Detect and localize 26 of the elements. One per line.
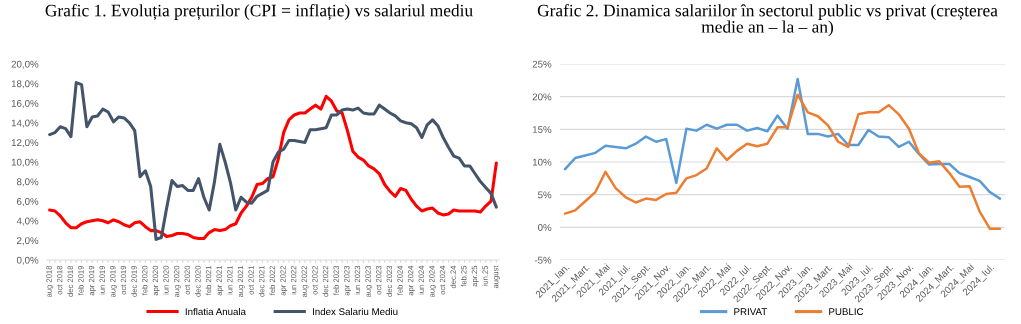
y-tick-label: 0% <box>537 224 552 231</box>
chart-title: Grafic 1. Evoluția prețurilor (CPI = inflație) vs salariul mediu <box>45 4 473 20</box>
line-series <box>563 93 1002 230</box>
legend-label: Inflatia Anuala <box>185 307 246 316</box>
chart-title: Grafic 2. Dinamica salariilor în sectorul public vs privat (creșterea medie an – la – an) <box>537 4 998 37</box>
y-tick-label: 15% <box>532 126 552 133</box>
y-tick-label: -5% <box>534 256 552 264</box>
legend-label: PUBLIC <box>829 308 864 316</box>
y-tick-label: 10,0% <box>11 158 39 167</box>
legend-label: Index Salariu Mediu <box>313 307 398 316</box>
y-tick-label: 14,0% <box>11 119 39 128</box>
y-tick-label: 2,0% <box>17 237 39 246</box>
y-tick-label: 18,0% <box>11 80 39 89</box>
y-tick-label: 16,0% <box>11 99 39 108</box>
y-tick-label: 4,0% <box>16 217 39 226</box>
y-tick-label: 12,0% <box>11 139 39 148</box>
y-tick-label: 20% <box>532 93 552 101</box>
y-tick-label: 10% <box>532 158 552 166</box>
y-tick-label: 8,0% <box>16 178 39 187</box>
line-series <box>563 77 1002 200</box>
y-tick-label: 5% <box>538 191 552 199</box>
y-tick-label: 20,0% <box>11 60 39 69</box>
y-tick-label: 6,0% <box>17 197 39 206</box>
y-tick-label: 0,0% <box>16 256 39 265</box>
y-tick-label: 25% <box>532 60 552 68</box>
legend-label: PRIVAT <box>734 308 767 315</box>
